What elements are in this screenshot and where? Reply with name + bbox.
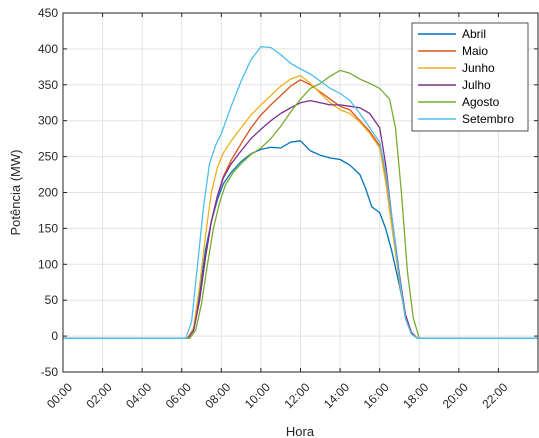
y-axis-title: Potência (MW): [8, 150, 23, 236]
y-tick-label: 300: [38, 114, 58, 128]
legend-label: Julho: [462, 78, 491, 92]
series-layer: [63, 46, 538, 339]
ticks: [62, 12, 538, 373]
series-line-agosto: [63, 69, 538, 339]
y-tick-label: 100: [38, 257, 58, 271]
x-axis-title: Hora: [286, 424, 315, 438]
y-tick-label: 250: [38, 150, 58, 164]
x-tick-label: 12:00: [281, 380, 312, 411]
legend-label: Junho: [462, 61, 495, 75]
x-tick-label: 06:00: [163, 380, 194, 411]
x-tick-label: 22:00: [479, 380, 510, 411]
y-tick-label: -50: [41, 365, 59, 379]
x-tick-label: 08:00: [202, 380, 233, 411]
legend: Abril Maio Junho Julho Agosto Setembro: [411, 22, 529, 132]
legend-label: Abril: [462, 27, 486, 41]
x-tick-label: 10:00: [242, 380, 273, 411]
x-tick-label: 14:00: [321, 380, 352, 411]
y-tick-label: 450: [38, 6, 58, 20]
legend-label: Agosto: [462, 95, 500, 109]
x-tick-label: 20:00: [440, 380, 471, 411]
legend-label: Maio: [462, 44, 488, 58]
x-tick-label: 02:00: [84, 380, 115, 411]
y-tick-label: 350: [38, 78, 58, 92]
x-tick-labels: 00:00 02:00 04:00 06:00 08:00 10:00 12:00 14:00…: [44, 380, 511, 411]
y-tick-label: 200: [38, 186, 58, 200]
x-tick-label: 16:00: [361, 380, 392, 411]
y-tick-label: 150: [38, 221, 58, 235]
y-tick-labels: -50 0 50 100 150 200 250 300 350 400 450: [38, 6, 58, 379]
series-line-setembro: [63, 46, 538, 339]
legend-label: Setembro: [462, 112, 514, 126]
y-tick-label: 0: [51, 329, 58, 343]
series-line-junho: [63, 74, 538, 339]
y-tick-label: 400: [38, 42, 58, 56]
x-tick-label: 18:00: [400, 380, 431, 411]
y-tick-label: 50: [45, 293, 59, 307]
x-tick-label: 04:00: [123, 380, 154, 411]
legend-box: [411, 22, 529, 132]
x-tick-label: 00:00: [44, 380, 75, 411]
